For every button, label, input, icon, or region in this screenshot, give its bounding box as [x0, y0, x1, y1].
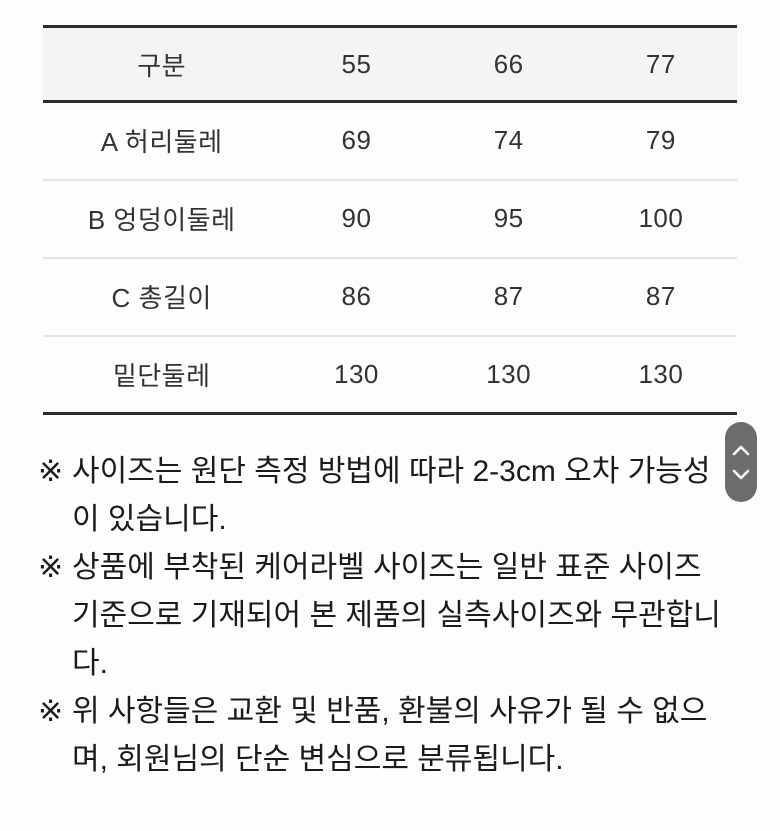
header-cell-category: 구분: [43, 25, 281, 103]
note-text: 사이즈는 원단 측정 방법에 따라 2-3cm 오차 가능성이 있습니다.: [72, 455, 711, 536]
size-table-header-row: 구분 55 66 77: [43, 25, 737, 103]
note-item: ※ 사이즈는 원단 측정 방법에 따라 2-3cm 오차 가능성이 있습니다.: [38, 448, 730, 544]
note-text: 상품에 부착된 케어라벨 사이즈는 일반 표준 사이즈 기준으로 기재되어 본 …: [72, 551, 721, 680]
row-label: B 엉덩이둘레: [43, 179, 281, 259]
row-label: A 허리둘레: [43, 101, 281, 181]
row-label: C 총길이: [43, 257, 281, 337]
chevron-up-icon: [732, 445, 750, 455]
cell-value: 100: [584, 179, 737, 259]
cell-value: 69: [280, 101, 433, 181]
scroll-up-button[interactable]: [731, 444, 751, 456]
table-row: B 엉덩이둘레 90 95 100: [43, 179, 737, 259]
cell-value: 130: [432, 335, 585, 415]
cell-value: 87: [432, 257, 585, 337]
cell-value: 87: [584, 257, 737, 337]
table-row: A 허리둘레 69 74 79: [43, 101, 737, 181]
table-row: C 총길이 86 87 87: [43, 257, 737, 337]
cell-value: 79: [584, 101, 737, 181]
cell-value: 86: [280, 257, 433, 337]
row-label: 밑단둘레: [43, 335, 281, 415]
size-table: 구분 55 66 77 A 허리둘레 69 74 79 B 엉덩이둘레 90 9…: [43, 25, 737, 415]
note-item: ※ 위 사항들은 교환 및 반품, 환불의 사유가 될 수 없으며, 회원님의 …: [38, 688, 730, 784]
chevron-down-icon: [732, 469, 750, 479]
cell-value: 95: [432, 179, 585, 259]
cell-value: 90: [280, 179, 433, 259]
note-marker: ※: [38, 695, 64, 728]
note-text: 위 사항들은 교환 및 반품, 환불의 사유가 될 수 없으며, 회원님의 단순…: [72, 695, 708, 776]
scroll-widget: [725, 422, 757, 502]
cell-value: 74: [432, 101, 585, 181]
note-marker: ※: [38, 455, 64, 488]
table-row: 밑단둘레 130 130 130: [43, 335, 737, 415]
header-cell-size-77: 77: [584, 25, 737, 103]
scroll-down-button[interactable]: [731, 468, 751, 480]
header-cell-size-66: 66: [432, 25, 585, 103]
header-cell-size-55: 55: [280, 25, 433, 103]
cell-value: 130: [584, 335, 737, 415]
cell-value: 130: [280, 335, 433, 415]
note-item: ※ 상품에 부착된 케어라벨 사이즈는 일반 표준 사이즈 기준으로 기재되어 …: [38, 544, 730, 688]
notes-section: ※ 사이즈는 원단 측정 방법에 따라 2-3cm 오차 가능성이 있습니다. …: [38, 448, 730, 784]
note-marker: ※: [38, 551, 64, 584]
